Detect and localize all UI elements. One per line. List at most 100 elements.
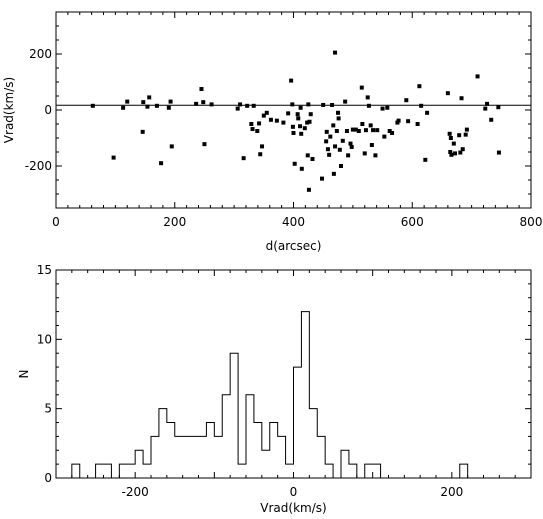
data-point [325, 147, 330, 152]
data-point [320, 176, 324, 181]
data-point [264, 110, 269, 115]
data-point [235, 106, 240, 111]
data-point [340, 138, 345, 143]
data-point [475, 74, 480, 79]
histogram-axis-ticks [55, 269, 532, 479]
data-point [274, 118, 279, 123]
data-point [328, 134, 333, 139]
data-point [415, 122, 420, 126]
data-point [369, 143, 374, 147]
y-tick-label: 15 [37, 263, 52, 277]
data-point [336, 116, 341, 121]
data-point [201, 100, 206, 105]
data-point [307, 119, 312, 124]
data-point [350, 127, 355, 132]
data-point [333, 144, 338, 149]
data-point [321, 102, 326, 107]
data-point [251, 103, 256, 108]
x-tick-label: 200 [163, 215, 186, 229]
data-point [299, 131, 304, 136]
data-point [308, 112, 313, 117]
data-point [327, 152, 332, 157]
data-point [344, 129, 349, 133]
data-point [363, 128, 368, 133]
data-point [290, 102, 295, 107]
data-point [290, 124, 295, 129]
data-point [250, 127, 255, 132]
data-point [199, 87, 204, 91]
y-tick-label: 200 [29, 47, 52, 61]
data-point [268, 117, 273, 122]
data-point [380, 106, 385, 111]
data-point [489, 117, 494, 122]
data-point [90, 103, 95, 108]
scatter-plot-frame [55, 11, 532, 209]
data-point [453, 151, 457, 156]
data-point [260, 144, 265, 149]
data-point [449, 152, 454, 157]
y-tick-label: 5 [44, 402, 52, 416]
data-point [464, 127, 469, 132]
histogram-y-axis-label: N [17, 370, 31, 379]
data-point [445, 91, 450, 96]
data-point [496, 105, 501, 110]
x-tick-label: 0 [52, 215, 60, 229]
data-point [209, 102, 214, 107]
data-point [366, 103, 371, 108]
data-point [306, 187, 311, 192]
data-point [343, 99, 348, 104]
data-point [447, 131, 452, 136]
data-point [390, 130, 395, 135]
data-point [245, 103, 250, 108]
data-point [339, 164, 343, 168]
scatter-panel: 0 200 400 600 800 -200 0 200 d(arcsec) Vrad(km/… [2, 11, 543, 253]
data-point [459, 96, 464, 101]
data-point [298, 105, 303, 110]
data-point [258, 152, 263, 157]
data-point [168, 99, 173, 104]
data-point [337, 147, 342, 152]
x-tick-label: 600 [401, 215, 424, 229]
data-point [387, 129, 392, 133]
data-point [281, 120, 286, 125]
data-point [336, 110, 341, 115]
data-point [140, 129, 145, 134]
data-point [111, 155, 116, 160]
x-tick-label: 800 [520, 215, 543, 229]
data-point [305, 153, 310, 158]
data-point [348, 141, 353, 146]
data-point [457, 133, 462, 138]
data-point [324, 139, 329, 144]
data-point [463, 132, 468, 137]
data-point [425, 110, 430, 115]
data-point [202, 142, 207, 147]
data-point [292, 161, 297, 166]
data-point [483, 106, 488, 111]
scatter-axis-ticks [55, 12, 532, 208]
scatter-points [90, 50, 501, 192]
data-point [360, 122, 365, 126]
data-point [295, 112, 300, 117]
data-point [331, 123, 336, 128]
data-point [460, 147, 465, 152]
data-point [382, 134, 387, 139]
scatter-tick-labels: 0 200 400 600 800 -200 0 200 [25, 47, 543, 229]
scatter-x-axis-label: d(arcsec) [266, 239, 322, 253]
data-point [261, 113, 266, 118]
x-tick-label: 400 [282, 215, 305, 229]
data-point [291, 130, 296, 135]
data-point [286, 111, 291, 116]
data-point [375, 128, 380, 133]
y-tick-label: 10 [37, 332, 52, 346]
y-tick-label: 0 [44, 471, 52, 485]
data-point [448, 150, 453, 154]
x-tick-label: -200 [122, 485, 149, 499]
data-point [241, 156, 246, 161]
data-point [406, 119, 411, 124]
data-point [298, 124, 303, 129]
data-point [368, 123, 373, 128]
data-point [448, 136, 453, 140]
data-point [255, 129, 260, 133]
data-point [147, 95, 152, 100]
